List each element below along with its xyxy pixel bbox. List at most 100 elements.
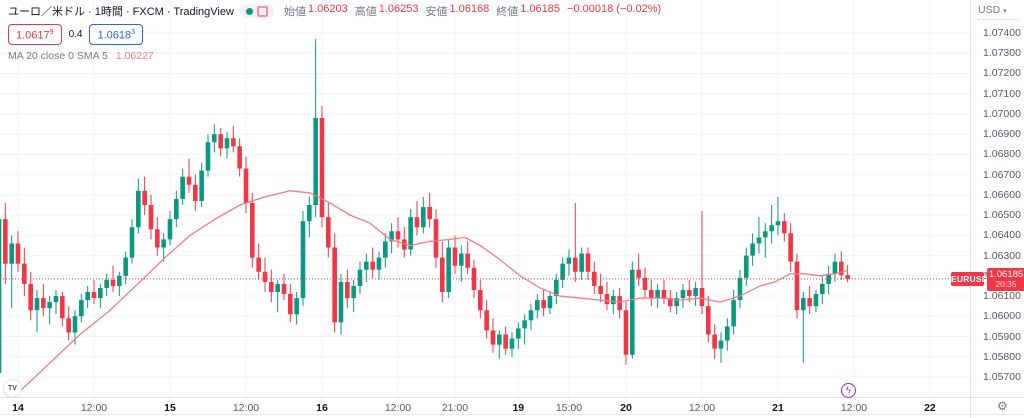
high-value: 1.06253 [378,3,419,15]
candle-body [41,298,46,309]
chart-plot-area[interactable]: TV ユーロ／米ドル · 1時間 · FXCM · TradingView 始値… [0,0,988,398]
candle-body [60,296,65,319]
candle-body [85,292,90,301]
candle-body [34,298,40,311]
candle-body [326,217,331,248]
candle-body [503,334,508,349]
candle-body [743,255,749,278]
symbol-title[interactable]: ユーロ／米ドル · 1時間 · FXCM · TradingView [8,6,234,18]
candle-body [471,267,477,290]
candle-body [408,217,413,250]
candle-body [547,296,553,309]
indicator-legend[interactable]: MA 20 close 0 SMA 5 1.06227 [8,50,661,62]
price-axis-label: 1.06100 [983,290,1021,303]
price-axis[interactable]: USD ▾ 1.07400 1.07300 1.07200 1.07100 1.0700… [970,0,1024,397]
open-value: 1.06203 [307,3,348,15]
currency-dropdown[interactable]: USD ▾ [978,4,1018,20]
price-axis-label: 1.06700 [983,168,1021,181]
candle-body [522,320,527,329]
candle-body [104,279,109,288]
candle-body [224,138,230,149]
candle-body [262,271,268,282]
candle-body [167,219,173,240]
candle-body [193,184,198,201]
candle-body [237,146,242,169]
candle-body [516,328,521,339]
candle-body [72,316,78,333]
candle-body [402,239,407,250]
time-axis-label: 15:00 [555,402,583,414]
candle-body [357,269,363,286]
candle-body [769,225,774,232]
candle-body [148,204,154,230]
candle-body [497,334,502,345]
candle-body [129,227,135,258]
time-axis-label: 14 [12,402,24,414]
symbol-price-tag: EURUSD [951,271,989,286]
candle-body [186,176,192,185]
candle-body [649,289,654,299]
candle-body [269,281,274,293]
buy-button[interactable]: 1.06183 [89,24,144,45]
sell-button[interactable]: 1.06179 [8,24,62,45]
candle-body [15,243,21,264]
candle-body [680,289,686,299]
candle-body [813,294,819,307]
candle-body [110,279,116,286]
gear-icon[interactable]: ⚙ [997,399,1008,413]
candle-body [554,279,559,297]
candle-body [446,247,451,293]
time-axis-label: 22 [924,402,936,414]
time-axis-label: 21 [772,402,784,414]
candle-body [807,298,812,307]
candle-body [53,296,59,303]
economic-event-icon[interactable]: ϟ [841,383,856,398]
candlestick-chart[interactable] [0,0,970,397]
bar-countdown: 20:35 [995,278,1017,289]
time-axis-label: 12:00 [384,402,412,414]
candle-body [630,269,635,355]
candle-body [307,204,312,222]
time-axis[interactable]: 14 12:00 15 12:00 16 12:00 21:00 19 15:00 20 12:00… [0,397,970,418]
candle-body [370,261,375,270]
candle-body [440,257,445,293]
candle-body [212,134,217,143]
candle-body [3,219,8,264]
candle-body [345,281,350,299]
candle-body [788,233,793,262]
candle-body [832,261,838,274]
candle-body [617,296,622,311]
candle-body [364,261,369,270]
candle-body [762,231,768,238]
price-axis-label: 1.06300 [983,249,1021,262]
candle-body [351,285,356,299]
time-axis-label: 12:00 [232,402,260,414]
price-axis-label: 1.07100 [983,87,1021,100]
candle-body [332,247,337,323]
candle-body [528,310,534,321]
candle-body [718,340,724,349]
candle-body [288,294,293,315]
candle-body [819,283,825,295]
price-axis-label: 1.05700 [983,370,1021,383]
candle-body [300,221,306,299]
candle-body [465,253,470,268]
price-axis-label: 1.05900 [983,330,1021,343]
candles [0,39,850,373]
candle-body [0,219,2,373]
time-axis-label: 12:00 [840,402,868,414]
candle-body [281,283,287,295]
change-value: −0.00018 (−0.02%) [567,3,662,15]
candle-body [737,277,743,301]
candle-body [395,231,401,240]
chevron-down-icon: ▾ [1003,8,1007,15]
candle-body [161,239,166,248]
price-axis-label: 1.06000 [983,310,1021,323]
candle-body [47,302,52,309]
market-status-pill [239,4,274,18]
time-axis-label: 21:00 [441,402,469,414]
candle-body [275,283,280,293]
axis-settings-corner: ⚙ [970,397,1024,418]
candle-body [250,202,255,258]
price-axis-label: 1.06900 [983,128,1021,141]
